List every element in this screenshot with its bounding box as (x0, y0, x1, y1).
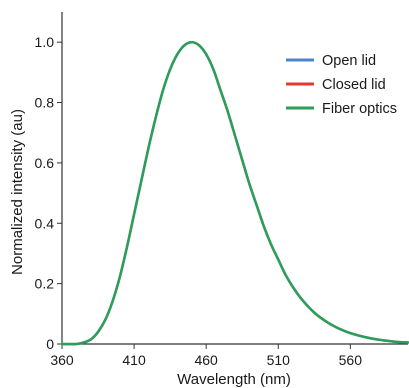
y-tick-label: 0.4 (35, 215, 55, 231)
x-tick-label: 360 (50, 352, 74, 368)
y-tick-label: 1.0 (35, 34, 55, 50)
chart-ticks: 360 410 460 510 560 0 0.2 0.4 0.6 0.8 1.0 (35, 34, 363, 368)
y-tick-label: 0.2 (35, 276, 55, 292)
y-axis-label: Normalized intensity (au) (9, 109, 26, 275)
x-tick-label: 510 (267, 352, 291, 368)
series-line-fiber-optics (60, 40, 409, 346)
legend-label: Closed lid (322, 77, 386, 93)
chart-legend: Open lid Closed lid Fiber optics (286, 53, 397, 117)
y-tick-label: 0.6 (35, 155, 55, 171)
x-tick-label: 410 (122, 352, 146, 368)
y-tick-label: 0 (46, 336, 54, 352)
x-tick-label: 460 (194, 352, 218, 368)
y-tick-label: 0.8 (35, 95, 55, 111)
x-tick-label: 560 (339, 352, 363, 368)
legend-label: Open lid (322, 53, 376, 69)
legend-label: Fiber optics (322, 101, 397, 117)
chart-series-lines (60, 40, 409, 346)
x-axis-label: Wavelength (nm) (177, 371, 291, 388)
